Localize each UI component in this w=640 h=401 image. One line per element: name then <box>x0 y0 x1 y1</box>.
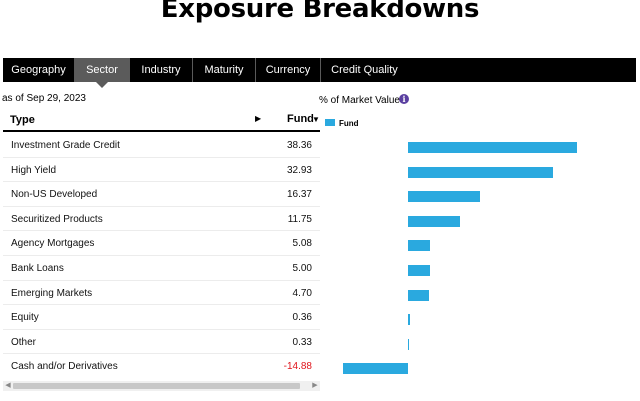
table-row: Other 0.33 <box>3 330 320 355</box>
chart-bar <box>408 240 431 252</box>
table-row: Cash and/or Derivatives -14.88 <box>3 354 320 379</box>
horizontal-scrollbar[interactable]: ◀ ▶ <box>3 381 320 391</box>
row-label: Cash and/or Derivatives <box>11 361 118 373</box>
tab-geography[interactable]: Geography <box>3 58 75 82</box>
row-label: Emerging Markets <box>11 287 93 299</box>
market-value-label: % of Market Value <box>319 95 400 106</box>
row-value: 16.37 <box>286 189 312 201</box>
row-label: High Yield <box>11 164 57 176</box>
chart-bar <box>408 338 410 350</box>
row-label: Other <box>11 336 37 348</box>
row-value: 11.75 <box>287 213 312 225</box>
row-label: Non-US Developed <box>11 189 98 201</box>
table-row: Equity 0.36 <box>3 305 320 330</box>
table-row: Emerging Markets 4.70 <box>3 281 320 306</box>
table-row: Securitized Products 11.75 <box>3 207 320 232</box>
row-value: 4.70 <box>292 287 312 299</box>
table-row: Investment Grade Credit 38.36 <box>3 133 320 158</box>
table-row: High Yield 32.93 <box>3 158 320 183</box>
table-header: Type ▶ Fund ▼ <box>3 110 320 132</box>
table-row: Non-US Developed 16.37 <box>3 182 320 207</box>
scroll-right-arrow-icon[interactable]: ▶ <box>255 114 262 123</box>
chart-bar <box>408 191 481 203</box>
as-of-date: as of Sep 29, 2023 <box>2 93 86 104</box>
row-value: 32.93 <box>286 164 312 176</box>
row-label: Securitized Products <box>11 213 103 225</box>
chart-bar <box>342 363 408 375</box>
tab-industry[interactable]: Industry <box>130 58 193 82</box>
active-tab-pointer <box>96 82 108 88</box>
scroll-right-icon[interactable]: ▶ <box>312 382 318 389</box>
chart-bar <box>408 265 430 276</box>
table-row: Bank Loans 5.00 <box>3 256 320 281</box>
row-label: Agency Mortgages <box>11 238 95 250</box>
column-header-type[interactable]: Type <box>10 114 35 126</box>
row-value: 0.33 <box>292 336 312 348</box>
row-value: -14.88 <box>283 361 312 373</box>
sort-descending-icon[interactable]: ▼ <box>312 115 320 124</box>
scroll-left-icon[interactable]: ◀ <box>5 382 11 389</box>
row-value: 38.36 <box>286 140 312 151</box>
legend-swatch-fund <box>325 119 335 126</box>
row-label: Investment Grade Credit <box>11 140 120 151</box>
tab-sector[interactable]: Sector <box>75 58 130 82</box>
chart-bar <box>408 166 553 178</box>
legend-label-fund: Fund <box>339 119 359 128</box>
row-label: Bank Loans <box>11 263 64 274</box>
chart-bar <box>408 289 429 301</box>
info-icon[interactable]: i <box>399 94 409 104</box>
tab-bar: Geography Sector Industry Maturity Curre… <box>3 58 636 82</box>
column-header-fund[interactable]: Fund <box>287 113 314 125</box>
tab-credit-quality[interactable]: Credit Quality <box>331 64 398 76</box>
row-value: 5.00 <box>292 263 312 274</box>
tab-currency[interactable]: Currency <box>256 58 321 82</box>
tab-maturity[interactable]: Maturity <box>193 58 256 82</box>
chart-bar <box>408 314 410 326</box>
row-value: 5.08 <box>292 238 312 250</box>
chart-bar <box>408 215 460 227</box>
scrollbar-thumb[interactable] <box>13 383 300 389</box>
page-title: Exposure Breakdowns <box>160 0 480 24</box>
row-label: Equity <box>11 312 39 324</box>
table-row: Agency Mortgages 5.08 <box>3 231 320 256</box>
chart-bar <box>408 142 577 153</box>
row-value: 0.36 <box>292 312 312 324</box>
